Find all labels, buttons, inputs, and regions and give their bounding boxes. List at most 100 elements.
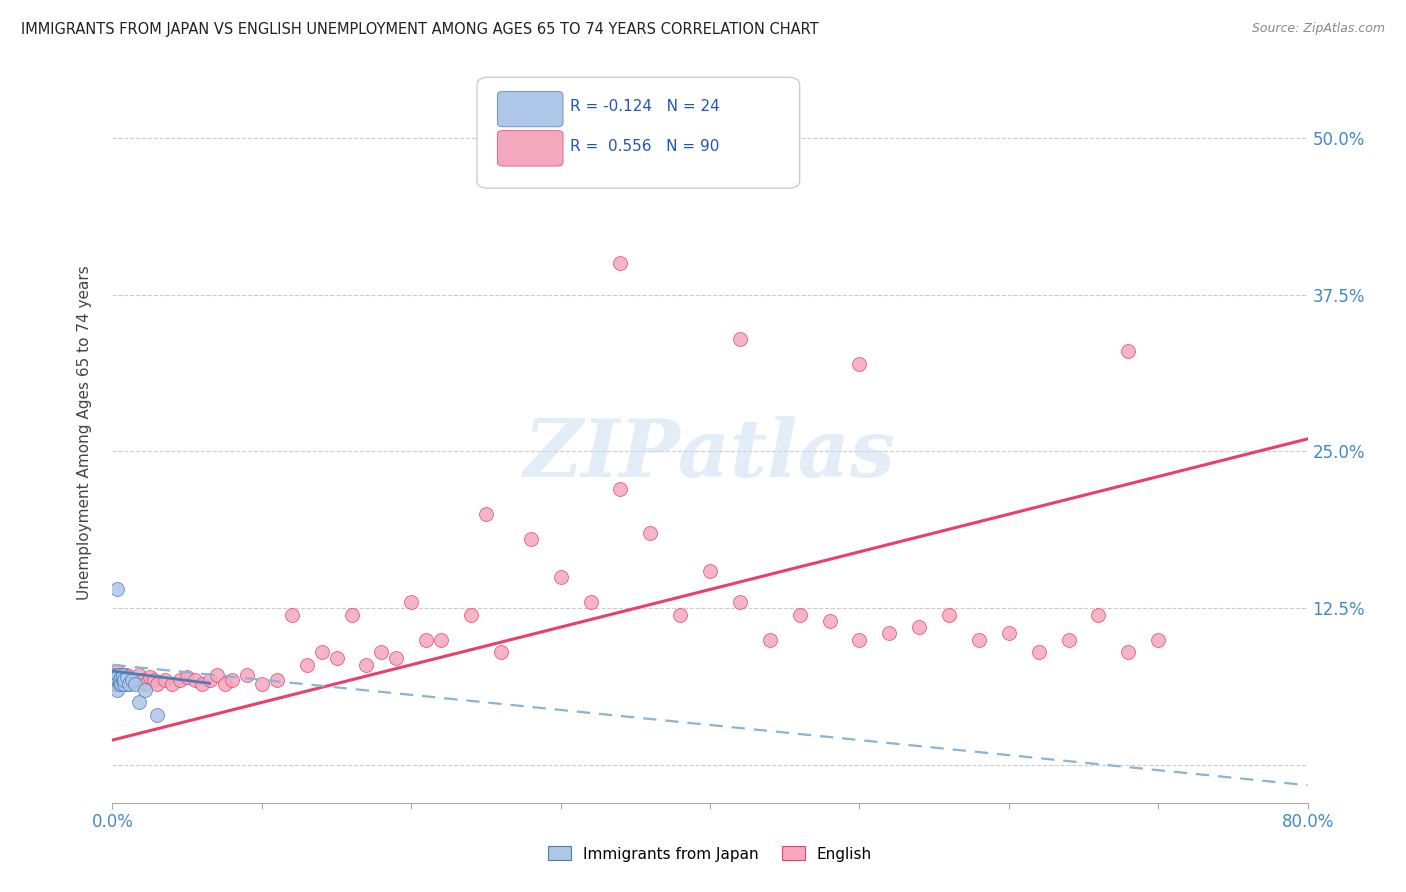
- Point: [104, 673, 127, 687]
- Point: [169, 673, 191, 687]
- Point: [340, 607, 363, 622]
- Point: [281, 607, 304, 622]
- Point: [415, 632, 437, 647]
- Point: [124, 676, 146, 690]
- Point: [198, 673, 221, 687]
- Point: [250, 676, 273, 690]
- Point: [118, 676, 141, 690]
- Point: [131, 673, 153, 687]
- Point: [266, 673, 288, 687]
- Point: [356, 657, 378, 672]
- Point: [117, 673, 139, 687]
- Point: [176, 670, 198, 684]
- Point: [110, 670, 132, 684]
- Point: [1057, 632, 1080, 647]
- Point: [460, 607, 482, 622]
- FancyBboxPatch shape: [498, 130, 562, 166]
- Point: [1028, 645, 1050, 659]
- Point: [550, 570, 572, 584]
- Point: [107, 668, 129, 682]
- Point: [108, 673, 131, 687]
- Point: [789, 607, 811, 622]
- Point: [609, 256, 631, 270]
- Point: [117, 668, 139, 682]
- Point: [103, 673, 125, 687]
- Point: [908, 620, 931, 634]
- Point: [115, 676, 138, 690]
- Point: [107, 673, 129, 687]
- Point: [107, 673, 129, 687]
- Point: [146, 676, 169, 690]
- Point: [938, 607, 960, 622]
- Point: [699, 564, 721, 578]
- Point: [115, 670, 138, 684]
- Point: [103, 676, 125, 690]
- Point: [124, 673, 146, 687]
- Point: [111, 676, 134, 690]
- Point: [998, 626, 1021, 640]
- Point: [385, 651, 408, 665]
- Point: [669, 607, 692, 622]
- Point: [759, 632, 782, 647]
- Point: [728, 331, 751, 345]
- Point: [108, 676, 131, 690]
- Point: [191, 676, 214, 690]
- Point: [105, 673, 128, 687]
- Text: R =  0.556   N = 90: R = 0.556 N = 90: [571, 138, 720, 153]
- Point: [1147, 632, 1170, 647]
- Point: [183, 673, 205, 687]
- Point: [111, 673, 134, 687]
- Point: [110, 670, 132, 684]
- Point: [104, 668, 127, 682]
- Point: [114, 676, 135, 690]
- Point: [105, 582, 128, 597]
- FancyBboxPatch shape: [498, 91, 562, 127]
- Point: [105, 676, 128, 690]
- Point: [107, 676, 129, 690]
- Point: [139, 670, 162, 684]
- Point: [134, 676, 156, 690]
- Text: IMMIGRANTS FROM JAPAN VS ENGLISH UNEMPLOYMENT AMONG AGES 65 TO 74 YEARS CORRELAT: IMMIGRANTS FROM JAPAN VS ENGLISH UNEMPLO…: [21, 22, 818, 37]
- Point: [221, 673, 243, 687]
- FancyBboxPatch shape: [477, 78, 800, 188]
- Point: [325, 651, 347, 665]
- Point: [111, 673, 134, 687]
- Point: [848, 357, 870, 371]
- Text: ZIPatlas: ZIPatlas: [524, 416, 896, 493]
- Point: [579, 595, 602, 609]
- Point: [475, 507, 498, 521]
- Point: [401, 595, 423, 609]
- Point: [114, 673, 135, 687]
- Point: [143, 673, 166, 687]
- Point: [311, 645, 333, 659]
- Point: [108, 676, 131, 690]
- Point: [105, 682, 128, 697]
- Point: [104, 676, 127, 690]
- Point: [134, 682, 156, 697]
- Text: Source: ZipAtlas.com: Source: ZipAtlas.com: [1251, 22, 1385, 36]
- Point: [110, 673, 132, 687]
- Legend: Immigrants from Japan, English: Immigrants from Japan, English: [540, 838, 880, 869]
- Point: [153, 673, 176, 687]
- Point: [114, 673, 135, 687]
- Point: [108, 668, 131, 682]
- Point: [104, 668, 127, 682]
- Point: [818, 614, 841, 628]
- Point: [1118, 645, 1140, 659]
- Point: [110, 676, 132, 690]
- Point: [121, 673, 143, 687]
- Point: [117, 670, 139, 684]
- Point: [430, 632, 453, 647]
- Point: [105, 668, 128, 682]
- Point: [105, 676, 128, 690]
- Point: [114, 676, 135, 690]
- Point: [205, 668, 228, 682]
- Point: [128, 695, 150, 709]
- Point: [162, 676, 183, 690]
- Point: [120, 673, 142, 687]
- Point: [236, 668, 259, 682]
- Point: [104, 676, 127, 690]
- Point: [967, 632, 990, 647]
- Point: [370, 645, 392, 659]
- Y-axis label: Unemployment Among Ages 65 to 74 years: Unemployment Among Ages 65 to 74 years: [77, 265, 91, 600]
